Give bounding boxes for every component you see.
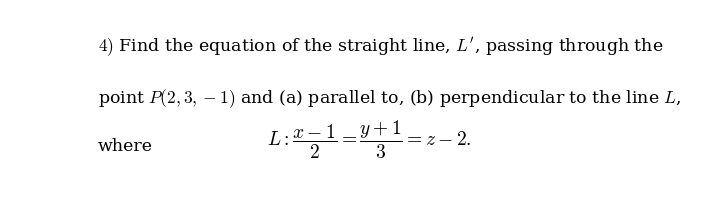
Text: $\mathbf{4)}$ Find the equation of the straight line, $L'$, passing through the: $\mathbf{4)}$ Find the equation of the s…	[98, 35, 663, 59]
Text: point $P(2, 3, -1)$ and (a) parallel to, (b) perpendicular to the line $L$,: point $P(2, 3, -1)$ and (a) parallel to,…	[98, 87, 681, 110]
Text: $L : \dfrac{x-1}{2} = \dfrac{y+1}{3} = z - 2.$: $L : \dfrac{x-1}{2} = \dfrac{y+1}{3} = z…	[267, 119, 472, 161]
Text: where: where	[98, 137, 153, 155]
